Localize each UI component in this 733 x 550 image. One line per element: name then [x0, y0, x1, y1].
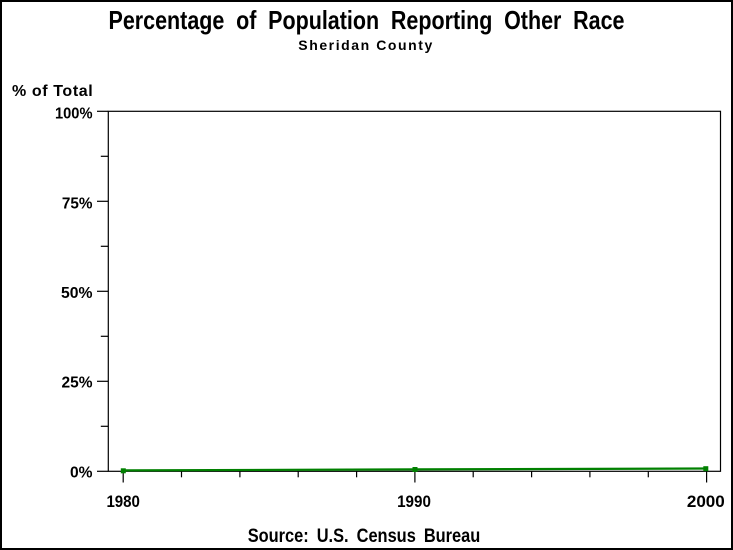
svg-text:% of Total: % of Total — [12, 83, 93, 100]
svg-text:1980: 1980 — [106, 492, 140, 511]
svg-text:75%: 75% — [62, 195, 93, 212]
svg-text:2000: 2000 — [687, 492, 725, 511]
svg-text:1990: 1990 — [397, 492, 431, 511]
svg-text:Sheridan County: Sheridan County — [298, 37, 432, 53]
svg-text:25%: 25% — [62, 375, 93, 392]
svg-text:0%: 0% — [70, 464, 93, 481]
svg-text:Percentage of Population Repor: Percentage of Population Reporting Other… — [109, 5, 625, 35]
svg-text:50%: 50% — [61, 285, 93, 302]
svg-text:Source: U.S. Census Bureau: Source: U.S. Census Bureau — [248, 526, 481, 547]
svg-text:100%: 100% — [55, 106, 93, 123]
